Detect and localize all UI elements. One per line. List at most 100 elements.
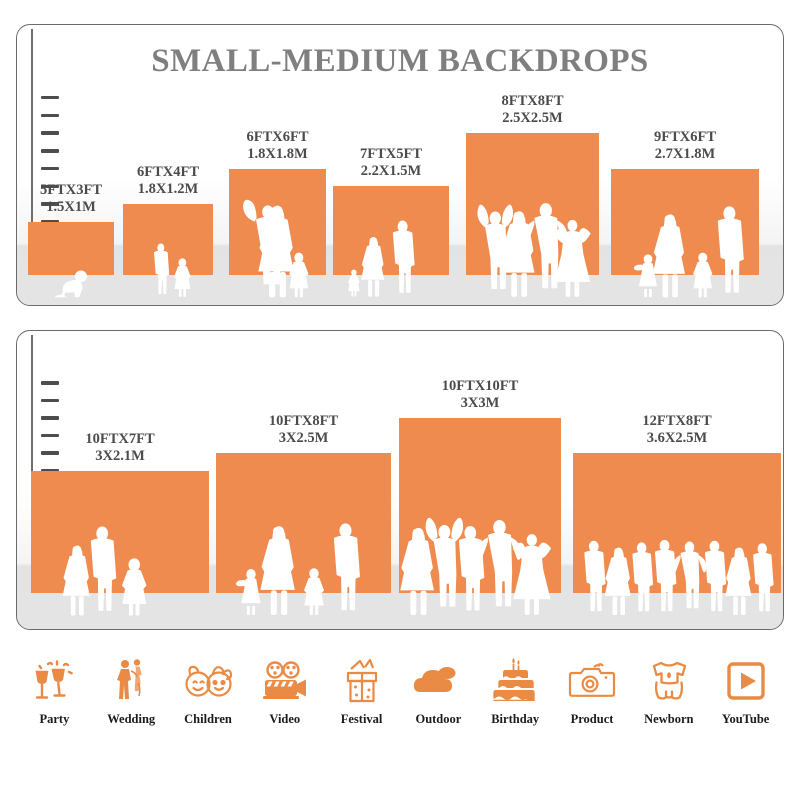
use-case-item-product[interactable]: Product [549,652,635,727]
use-case-label: Wedding [107,712,156,726]
two-kid-faces-icon [165,652,251,710]
use-case-label: Video [269,712,301,726]
y-tick-label: 7 [16,145,17,157]
use-case-item-video[interactable]: Video [242,652,328,727]
size-imperial: 10FTX7FT [85,430,155,447]
photo-camera-icon [549,652,635,710]
y-tick-mark [41,113,59,118]
size-imperial: 8FTX8FT [501,93,564,110]
size-metric: 3.6X2.5M [646,430,708,446]
birthday-cake-icon [472,652,558,710]
silhouette-group [54,270,88,297]
photo-camera-icon [568,663,616,697]
silhouette-group [235,523,360,615]
size-metric: 1.5X1M [46,198,96,215]
use-case-item-outdoor[interactable]: Outdoor [395,652,481,727]
backdrop-bar[interactable] [229,168,326,297]
use-case-label: Party [39,712,70,726]
backdrop-bar[interactable] [216,453,391,615]
backdrop-bar[interactable] [31,470,209,615]
size-imperial: 6FTX6FT [246,128,309,145]
y-tick-label: 6 [16,163,17,175]
use-case-item-children[interactable]: Children [165,652,251,727]
y-tick-label: 2 [16,552,17,564]
backdrop-bar[interactable] [573,453,781,615]
use-case-item-birthday[interactable]: Birthday [472,652,558,727]
use-case-item-wedding[interactable]: Wedding [88,652,174,727]
use-case-label: Festival [340,712,383,726]
film-camera-icon [262,661,306,699]
silhouette-group [242,199,309,297]
use-case-item-newborn[interactable]: Newborn [626,652,712,727]
baby-onesie-icon [626,652,712,710]
backdrop-size-label: 6FTX6FT 1.8X1.8M [198,129,358,163]
size-imperial: 10FTX8FT [268,413,339,429]
gift-box-icon [346,658,377,703]
y-tick-label: 2 [16,234,17,246]
use-case-item-youtube[interactable]: YouTube [703,652,789,727]
size-imperial: 5FTX3FT [39,181,103,198]
y-axis-1 [31,29,33,275]
gift-box-icon [319,652,405,710]
backdrop-bar[interactable] [123,204,213,297]
backdrop-size-label: 10FTX10FT 3X3M [400,378,560,412]
baby-onesie-icon [652,661,686,700]
y-tick-label: 7 [16,465,17,477]
y-tick-mark [41,416,59,420]
backdrop-size-label: 6FTX4FT 1.8X1.2M [88,164,248,198]
y-tick-label: 1 [16,251,17,263]
silhouette-group [400,517,552,615]
y-tick-label: 8 [16,127,17,139]
use-case-item-festival[interactable]: Festival [319,652,405,727]
silhouette-group [348,220,415,297]
y-tick-label: 6 [16,482,17,494]
use-case-label: Children [184,712,232,726]
y-tick-label: 8 [16,447,17,459]
size-imperial: 12FTX8FT [642,413,712,429]
size-imperial: 7FTX5FT [359,146,423,163]
y-tick-mark [41,202,59,206]
play-button-icon [726,662,765,700]
size-metric: 1.8X1.8M [247,145,308,162]
silhouette-group [153,243,191,297]
backdrop-bar[interactable] [399,418,561,615]
y-tick-label: 12 [16,377,17,389]
use-case-icon-strip: Party Wedding [16,652,784,762]
y-tick-label: 4 [16,517,17,529]
size-metric: 2.7X1.8M [654,145,716,162]
bride-groom-icon [117,659,142,699]
backdrop-size-label: 7FTX5FT 2.2X1.5M [311,146,471,180]
champagne-glasses-icon [11,652,97,710]
y-tick-mark [41,95,59,100]
y-tick-mark [41,149,59,153]
page-title: SMALL-MEDIUM BACKDROPS [151,43,649,79]
cloud-icon [395,652,481,710]
birthday-cake-icon [492,658,535,701]
size-metric: 2.2X1.5M [360,163,422,180]
size-metric: 3X2.5M [278,430,329,446]
backdrop-bar[interactable] [466,133,599,297]
use-case-label: Outdoor [415,712,462,726]
use-case-item-party[interactable]: Party [11,652,97,727]
size-imperial: 9FTX6FT [653,128,717,145]
size-metric: 3X3M [460,395,500,411]
size-imperial: 10FTX10FT [441,378,519,394]
y-tick-label: 5 [16,500,17,512]
y-tick-mark [41,220,59,224]
y-tick-mark [41,433,59,438]
silhouette-group [477,203,591,297]
backdrop-size-label: 8FTX8FT 2.5X2.5M [453,93,613,127]
y-tick-mark [41,451,59,455]
backdrop-size-label: 5FTX3FT 1.5X1M [17,181,151,216]
y-axis-2 [31,335,33,593]
y-tick-label: 10 [16,412,17,424]
backdrop-size-label: 10FTX7FT 3X2.1M [40,431,200,465]
backdrop-bar[interactable] [333,186,449,297]
y-tick-label: 3 [16,535,17,547]
champagne-glasses-icon [35,660,74,699]
backdrop-bar[interactable] [611,168,759,297]
use-case-label: Newborn [644,712,694,726]
backdrop-bar[interactable] [28,221,114,297]
